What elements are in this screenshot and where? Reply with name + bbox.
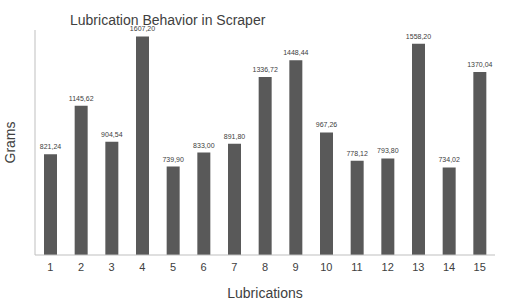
svg-text:1: 1: [47, 261, 53, 273]
svg-text:793,80: 793,80: [377, 147, 399, 154]
svg-text:739,90: 739,90: [162, 156, 184, 163]
svg-text:967,26: 967,26: [316, 121, 338, 128]
svg-text:904,54: 904,54: [101, 131, 123, 138]
svg-text:2: 2: [78, 261, 84, 273]
svg-text:14: 14: [443, 261, 455, 273]
svg-text:8: 8: [262, 261, 268, 273]
svg-text:1145,62: 1145,62: [69, 95, 94, 102]
svg-text:11: 11: [351, 261, 362, 273]
svg-text:Lubrications: Lubrications: [227, 285, 303, 300]
svg-text:778,12: 778,12: [346, 150, 368, 157]
svg-text:3: 3: [109, 261, 115, 273]
svg-text:12: 12: [382, 261, 394, 273]
svg-text:1607,20: 1607,20: [130, 25, 155, 32]
svg-text:6: 6: [201, 261, 207, 273]
svg-text:4: 4: [139, 261, 145, 273]
svg-text:9: 9: [293, 261, 299, 273]
svg-text:13: 13: [412, 261, 424, 273]
svg-text:7: 7: [231, 261, 237, 273]
svg-text:1370,04: 1370,04: [467, 61, 492, 68]
svg-text:891,80: 891,80: [224, 133, 246, 140]
svg-text:1448,44: 1448,44: [283, 49, 308, 56]
svg-text:10: 10: [320, 261, 332, 273]
svg-text:15: 15: [474, 261, 486, 273]
svg-text:Grams: Grams: [8, 122, 18, 164]
svg-text:833,00: 833,00: [193, 142, 215, 149]
svg-text:734,02: 734,02: [438, 156, 460, 163]
svg-text:1558,20: 1558,20: [406, 33, 431, 40]
svg-text:1336,72: 1336,72: [253, 66, 278, 73]
svg-text:821,24: 821,24: [40, 143, 62, 150]
svg-text:5: 5: [170, 261, 176, 273]
